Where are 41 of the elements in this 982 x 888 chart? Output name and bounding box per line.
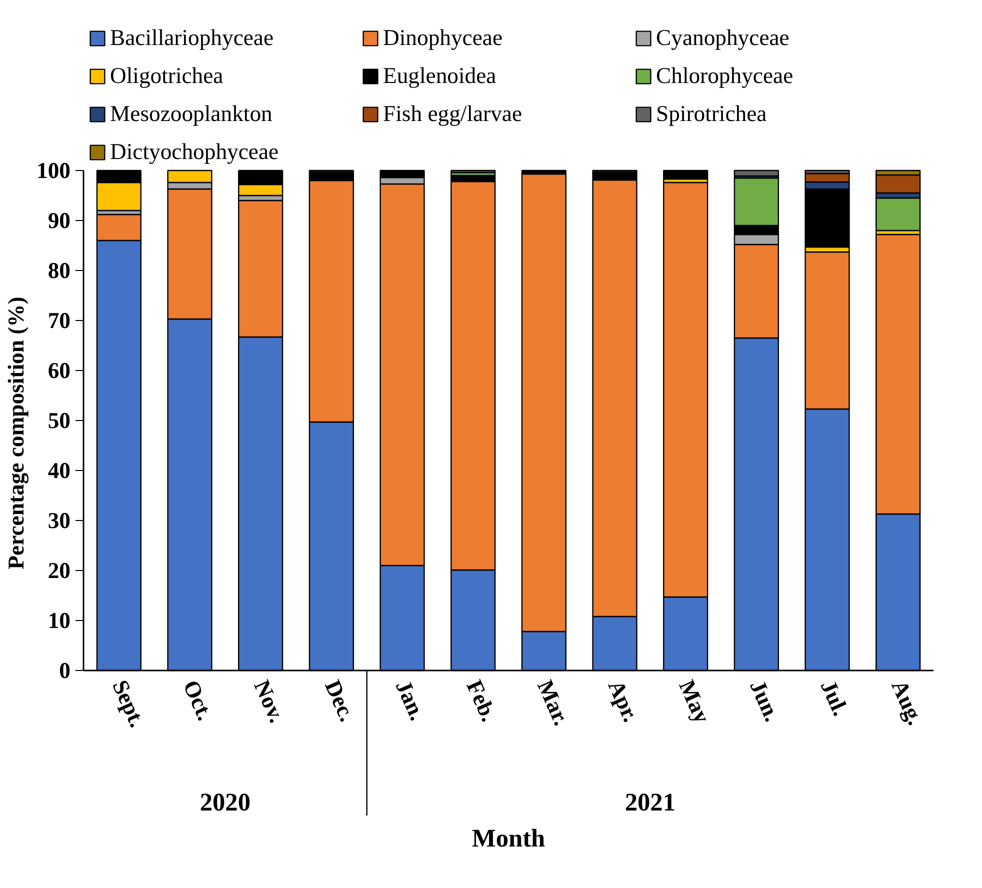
y-tick-label: 100 xyxy=(36,158,70,183)
legend-label: Chlorophyceae xyxy=(656,63,794,89)
bar xyxy=(663,170,708,180)
legend-label: Euglenoidea xyxy=(383,63,498,89)
y-tick-label: 90 xyxy=(48,208,70,233)
x-tick-label: Dec. xyxy=(320,676,360,726)
x-axis-title: Month xyxy=(472,824,546,852)
y-tick-label: 0 xyxy=(59,658,70,683)
x-tick-label: Feb. xyxy=(462,676,502,726)
legend-label: Bacillariophyceae xyxy=(110,25,275,51)
bar xyxy=(734,170,779,177)
y-tick-label: 50 xyxy=(48,408,70,433)
y-tick-label: 70 xyxy=(48,308,70,333)
x-tick-label: May xyxy=(674,676,716,728)
legend-label: Dictyochophyceae xyxy=(110,139,280,165)
x-tick-label: Jan. xyxy=(390,676,430,724)
text: 2021 xyxy=(624,788,676,816)
bar xyxy=(450,170,496,174)
legend-label: Spirotrichea xyxy=(656,101,768,127)
legend-label: Dinophyceae xyxy=(383,25,504,51)
bar xyxy=(876,197,921,232)
legend-label: Oligotrichea xyxy=(110,63,224,89)
x-tick-label: Jul. xyxy=(816,676,854,720)
x-tick-label: Mar. xyxy=(532,676,574,729)
y-tick-label: 40 xyxy=(48,458,70,483)
y-tick-label: 60 xyxy=(48,358,70,383)
x-tick-label: Jun. xyxy=(745,676,786,726)
x-tick-label: Apr. xyxy=(603,676,644,726)
y-tick-label: 20 xyxy=(48,558,70,583)
x-tick-label: Oct. xyxy=(178,676,218,724)
x-tick-label: Aug. xyxy=(886,676,928,729)
text: 2020 xyxy=(200,788,250,816)
x-tick-label: Sept. xyxy=(108,676,150,731)
x-tick-label: Nov. xyxy=(249,676,290,726)
y-tick-label: 80 xyxy=(48,258,70,283)
legend-label: Mesozooplankton xyxy=(110,101,274,127)
y-tick-label: 30 xyxy=(48,508,70,533)
legend-label: Fish egg/larvae xyxy=(383,101,524,127)
y-tick-label: 10 xyxy=(48,608,70,633)
y-axis-title: Percentage composition (%) xyxy=(4,296,29,570)
legend-label: Cyanophyceae xyxy=(656,25,790,51)
